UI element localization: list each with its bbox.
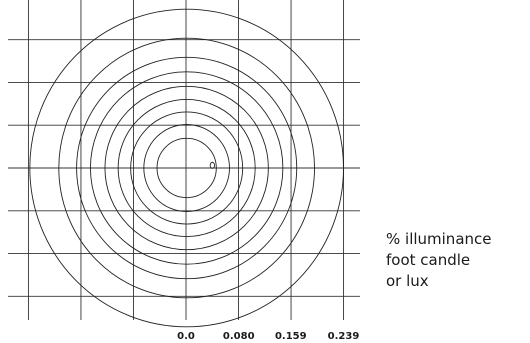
contour-line-8 [143,124,230,212]
x-tick-label: 0.159 [275,331,307,342]
legend-line-2: foot candle [386,251,471,269]
contour-line-9 [156,137,217,199]
contour-lines [29,8,344,328]
x-tick-label: 0.239 [328,331,360,342]
contour-line-3 [76,56,298,280]
contour-line-5 [104,85,269,251]
contour-line-1 [29,8,344,328]
contour-line-2 [58,37,315,299]
contour-line-6 [117,99,256,237]
grid [8,0,360,320]
legend-line-3: or lux [386,272,429,290]
x-tick-label: 0.080 [223,331,255,342]
contour-line-4 [89,71,284,265]
legend: % illuminance foot candle or lux [386,229,526,292]
contour-local-peak [209,161,216,169]
x-tick-labels: 0.0 0.080 0.159 0.239 [177,331,359,342]
contour-line-7 [130,111,244,225]
legend-line-1: % illuminance [386,230,492,248]
x-tick-label: 0.0 [177,331,195,342]
